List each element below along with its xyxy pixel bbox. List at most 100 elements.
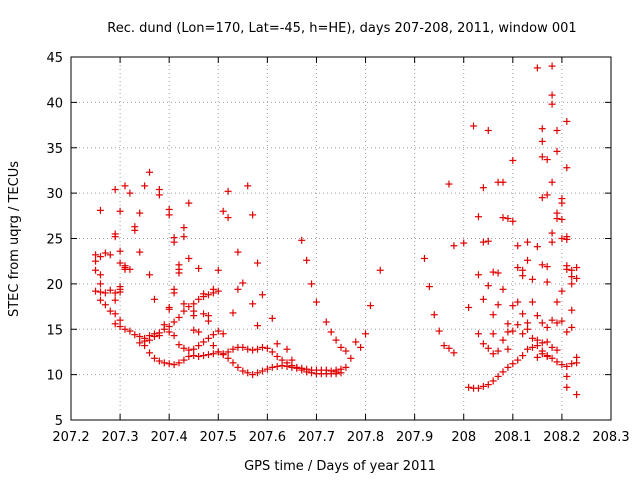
data-point (185, 254, 193, 262)
data-point (553, 319, 561, 327)
data-point (558, 287, 566, 295)
data-point (342, 363, 350, 371)
data-point (563, 372, 571, 380)
data-point (254, 369, 262, 377)
data-point (504, 328, 512, 336)
data-point (92, 266, 100, 274)
data-point (96, 253, 104, 261)
data-point (111, 310, 119, 318)
data-point (136, 333, 144, 341)
data-point (121, 182, 129, 190)
data-point (332, 336, 340, 344)
data-point (558, 215, 566, 223)
data-point (155, 191, 163, 199)
data-point (563, 164, 571, 172)
data-point (533, 312, 541, 320)
data-point (180, 307, 188, 315)
data-point (528, 298, 536, 306)
data-point (519, 310, 527, 318)
data-point (528, 334, 536, 342)
chart-title: Rec. dund (Lon=170, Lat=-45, h=HE), days… (107, 21, 576, 36)
data-point (278, 356, 286, 364)
data-point (185, 352, 193, 360)
data-point (479, 295, 487, 303)
data-point (121, 325, 129, 333)
data-point (96, 280, 104, 288)
data-point (509, 327, 517, 335)
data-point (288, 356, 296, 364)
data-point (499, 336, 507, 344)
data-point (308, 280, 316, 288)
data-point (553, 127, 561, 135)
data-point (224, 187, 232, 195)
y-axis-label: STEC from uqrg / TECUs (7, 161, 22, 317)
data-point (357, 343, 365, 351)
data-point (155, 332, 163, 340)
data-point (92, 251, 100, 259)
data-point (244, 345, 252, 353)
data-point (170, 332, 178, 340)
data-point (524, 345, 532, 353)
data-point (258, 367, 266, 375)
data-point (106, 307, 114, 315)
data-point (347, 354, 355, 362)
data-point (204, 334, 212, 342)
data-point (116, 207, 124, 215)
data-point (190, 312, 198, 320)
data-point (111, 233, 119, 241)
y-tick-label: 25 (46, 233, 63, 248)
data-point (489, 330, 497, 338)
data-point (479, 340, 487, 348)
data-point (445, 180, 453, 188)
data-point (249, 346, 257, 354)
data-point (342, 347, 350, 355)
data-point (126, 189, 134, 197)
data-point (484, 127, 492, 135)
data-point (249, 371, 257, 379)
data-point (568, 306, 576, 314)
data-point (209, 350, 217, 358)
data-point (553, 358, 561, 366)
data-point (524, 319, 532, 327)
data-point (563, 383, 571, 391)
data-point (538, 261, 546, 269)
y-tick-label: 10 (46, 369, 63, 384)
x-tick-labels: 207.2 207.3 207.4 207.5 207.6 207.7 207.8 207.9… (52, 430, 629, 445)
data-point (509, 360, 517, 368)
data-point (121, 264, 129, 272)
data-point (195, 295, 203, 303)
data-point (543, 323, 551, 331)
data-point (283, 345, 291, 353)
data-point (116, 323, 124, 331)
data-point (195, 352, 203, 360)
data-point (504, 215, 512, 223)
data-point (337, 365, 345, 373)
x-tick-label: 207.3 (101, 430, 138, 445)
y-tick-label: 40 (46, 96, 63, 111)
data-point (548, 354, 556, 362)
data-point (568, 323, 576, 331)
data-point (190, 300, 198, 308)
data-point (273, 352, 281, 360)
data-point (195, 328, 203, 336)
data-point (165, 303, 173, 311)
data-point (548, 316, 556, 324)
data-point (180, 233, 188, 241)
data-point (111, 296, 119, 304)
data-point (563, 328, 571, 336)
data-point (101, 289, 109, 297)
data-point (131, 331, 139, 339)
data-point (553, 147, 561, 155)
data-point (538, 137, 546, 145)
data-point (150, 354, 158, 362)
data-point (538, 153, 546, 161)
data-point (101, 301, 109, 309)
data-point (165, 360, 173, 368)
data-point (465, 383, 473, 391)
data-point (425, 283, 433, 291)
data-point (450, 242, 458, 250)
data-point (568, 273, 576, 281)
data-point (111, 289, 119, 297)
data-point (160, 359, 168, 367)
data-point (116, 316, 124, 324)
